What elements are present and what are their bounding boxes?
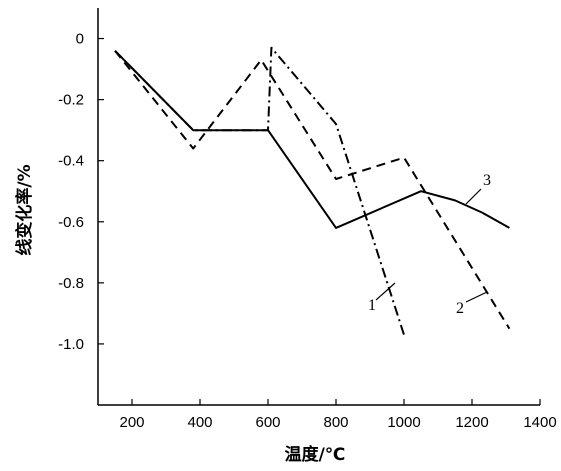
curve-label-leader-1 <box>375 282 396 301</box>
axes <box>97 8 540 406</box>
x-tick-label: 400 <box>187 414 212 431</box>
x-tick-label: 200 <box>119 414 144 431</box>
curve-label-3: 3 <box>483 172 491 189</box>
x-tick-label: 1400 <box>523 414 556 431</box>
curve-label-leader-2 <box>465 291 488 303</box>
series-line-2 <box>114 50 511 330</box>
y-tick-label: -0.8 <box>58 275 84 292</box>
x-tick-label: 1000 <box>387 414 420 431</box>
series-lines <box>114 46 511 336</box>
series-line-3 <box>114 50 510 229</box>
tick-marks: 200 400 600 800 1000 1200 1400 0 -0.2 -0.4 -0.6 -0.… <box>58 31 557 431</box>
y-tick-label: -0.4 <box>58 153 84 170</box>
curve-labels: 1 2 3 <box>368 172 491 317</box>
series-line-1 <box>114 46 405 336</box>
y-tick-label: 0 <box>76 31 84 48</box>
x-tick-label: 600 <box>255 414 280 431</box>
x-tick-label: 800 <box>323 414 348 431</box>
y-axis-title: 线变化率/% <box>14 164 35 255</box>
y-tick-label: -0.6 <box>58 214 84 231</box>
x-axis-title: 温度/℃ <box>285 444 346 465</box>
y-tick-label: -0.2 <box>58 92 84 109</box>
curve-label-1: 1 <box>368 297 376 314</box>
x-tick-label: 1200 <box>455 414 488 431</box>
curve-label-leader-3 <box>465 188 482 205</box>
y-tick-label: -1.0 <box>58 336 84 353</box>
curve-label-2: 2 <box>456 300 464 317</box>
